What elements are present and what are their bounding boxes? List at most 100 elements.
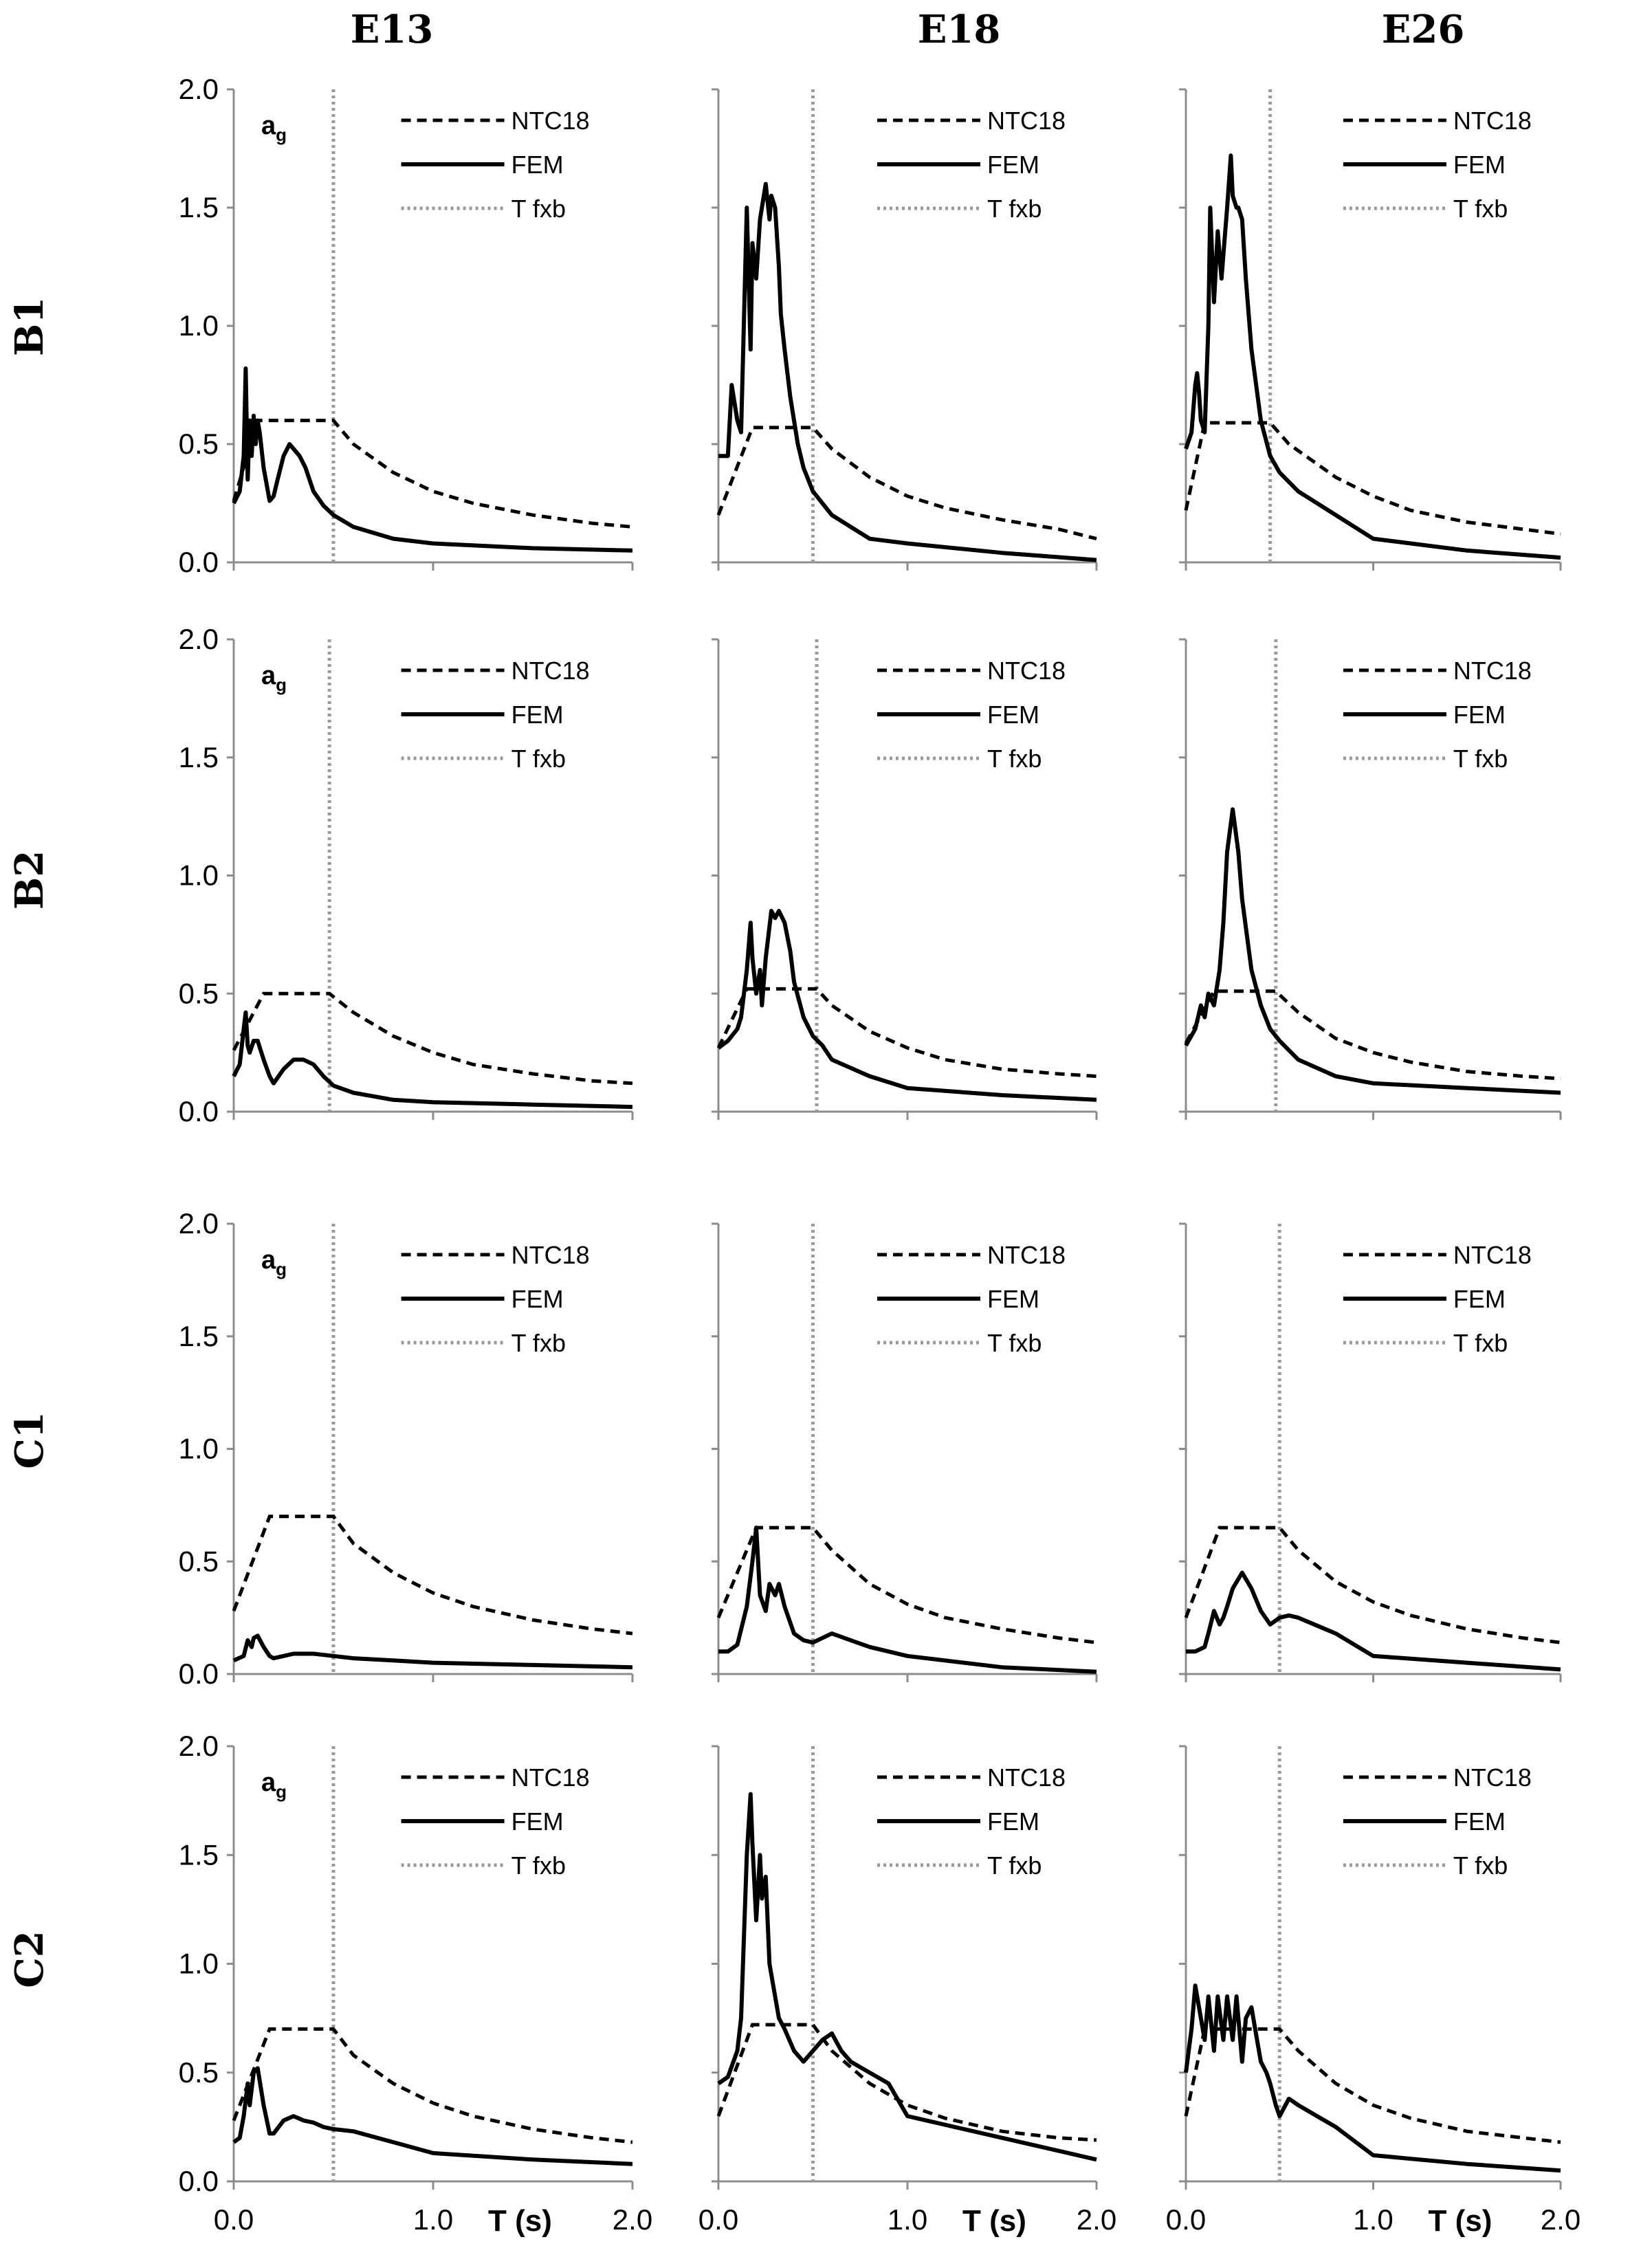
legend-label-ntc: NTC18 [987,1763,1066,1792]
legend-label-ntc: NTC18 [511,1241,590,1269]
legend-label-fem: FEM [1453,701,1506,729]
legend-label-ntc: NTC18 [987,657,1066,685]
ntc18-curve [1184,421,1561,536]
y-tick-label: 0.5 [179,2056,219,2089]
fem-curve [232,1633,633,1670]
y-tick-label: 2.0 [179,73,219,105]
y-tick-label: 0.5 [179,428,219,460]
legend-label-fem: FEM [511,1285,564,1313]
y-tick-label: 0.0 [179,546,219,578]
y-tick-label: 1.0 [179,1433,219,1465]
panel-b1-e18: NTC18 FEM T fxb [712,88,1098,571]
panel-c1-e18: NTC18 FEM T fxb [712,1222,1098,1682]
legend-label-tfxb: T fxb [987,195,1042,223]
ag-label: ag [261,111,287,145]
y-tick-label: 0.5 [179,1545,219,1577]
ag-label-main: a [261,1768,276,1797]
panel-c2-e13: 0.0 0.5 1.0 1.5 2.0 0.0 1.0 2.0 T (s) ag NTC18 FEM T… [179,1730,653,2238]
ag-label: ag [261,1768,287,1802]
y-tick-label: 0.5 [179,977,219,1009]
x-tick-label: 0.0 [1166,2203,1206,2236]
y-tick-label: 0.0 [179,2165,219,2197]
ag-label-main: a [261,1246,276,1275]
y-tick-label: 1.5 [179,741,219,773]
ntc18-curve [232,2027,633,2144]
column-title-e13: E13 [351,7,434,52]
panel-b1-e26: NTC18 FEM T fxb [1179,88,1562,571]
ntc18-curve [716,2023,1097,2142]
panel-c2-e18: 0.0 1.0 2.0 T (s) NTC18 FEM T fxb [698,1745,1116,2238]
legend-label-tfxb: T fxb [987,745,1042,773]
legend-label-ntc: NTC18 [1453,657,1532,685]
x-tick-label: 0.0 [698,2203,738,2236]
legend-label-tfxb: T fxb [511,1851,566,1880]
column-title-e26: E26 [1382,7,1465,52]
y-tick-label: 1.5 [179,191,219,223]
fem-curve [718,1526,1097,1674]
fem-curve [717,909,1097,1102]
ntc18-curve [232,1515,633,1636]
x-tick-label: 2.0 [1541,2203,1581,2236]
ag-label-sub: g [276,674,287,695]
y-tick-label: 0.0 [179,1095,219,1127]
legend-label-tfxb: T fxb [511,745,566,773]
ag-label: ag [261,661,287,695]
legend-label-fem: FEM [1453,1285,1506,1313]
legend-label-tfxb: T fxb [511,195,566,223]
fem-curve [1186,1570,1561,1672]
legend-label-ntc: NTC18 [1453,107,1532,135]
y-tick-label: 1.5 [179,1838,219,1871]
row-title-b1: B1 [7,297,52,356]
ntc18-curve [232,991,633,1086]
legend-label-fem: FEM [1453,1807,1506,1836]
y-tick-label: 2.0 [179,623,219,655]
x-axis-label: T (s) [962,2204,1026,2238]
panel-b1-e13: 0.0 0.5 1.0 1.5 2.0 ag NTC18 FEM T fxb [179,73,634,578]
row-title-c2: C2 [7,1930,52,1988]
legend-label-ntc: NTC18 [511,107,590,135]
ntc18-curve [232,419,633,529]
row-title-c1: C1 [7,1411,52,1469]
legend-label-fem: FEM [511,151,564,179]
fem-curve [232,366,633,553]
ntc18-curve [1184,2027,1561,2144]
panel-b2-e26: NTC18 FEM T fxb [1179,638,1562,1120]
y-tick-label: 2.0 [179,1207,219,1240]
ntc18-curve [716,1526,1097,1644]
x-tick-label: 1.0 [888,2203,927,2236]
fem-curve [232,1010,633,1110]
legend-label-tfxb: T fxb [1453,1329,1508,1357]
legend-label-fem: FEM [987,701,1039,729]
ntc18-curve [1184,1526,1561,1644]
panel-b2-e18: NTC18 FEM T fxb [712,638,1098,1120]
x-axis-label: T (s) [488,2204,552,2238]
x-tick-label: 1.0 [1353,2203,1393,2236]
panel-c1-e13: 0.0 0.5 1.0 1.5 2.0 ag NTC18 FEM T fxb [179,1207,634,1690]
legend-label-fem: FEM [511,701,564,729]
legend-label-tfxb: T fxb [1453,1851,1508,1880]
ag-label-main: a [261,661,276,690]
fem-curve [718,181,1097,562]
legend-label-ntc: NTC18 [511,1763,590,1792]
ag-label: ag [261,1246,287,1279]
panel-b2-e13: 0.0 0.5 1.0 1.5 2.0 ag NTC18 FEM T fxb [179,623,634,1127]
y-tick-label: 0.0 [179,1658,219,1690]
legend-label-ntc: NTC18 [511,657,590,685]
x-tick-label: 2.0 [1077,2203,1116,2236]
ntc18-curve [1184,989,1561,1081]
legend-label-ntc: NTC18 [1453,1763,1532,1792]
y-tick-label: 1.0 [179,309,219,342]
y-tick-label: 1.0 [179,859,219,892]
legend-label-tfxb: T fxb [511,1329,566,1357]
ag-label-main: a [261,111,276,140]
legend-label-ntc: NTC18 [987,1241,1066,1269]
ag-label-sub: g [276,1259,287,1279]
panel-c2-e26: 0.0 1.0 2.0 T (s) NTC18 FEM T fxb [1166,1745,1581,2238]
legend-label-fem: FEM [987,151,1039,179]
x-tick-label: 2.0 [613,2203,652,2236]
row-title-b2: B2 [7,850,52,910]
fem-curve [717,1792,1097,2162]
legend-label-fem: FEM [987,1807,1039,1836]
legend-label-tfxb: T fxb [1453,195,1508,223]
